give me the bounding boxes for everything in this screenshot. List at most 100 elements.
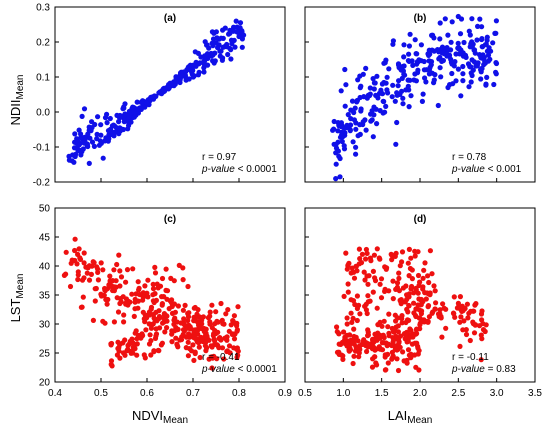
data-point [114, 352, 120, 358]
data-point [148, 352, 154, 358]
data-point [393, 286, 399, 292]
data-point [450, 81, 456, 87]
data-point [186, 331, 192, 337]
data-point [395, 83, 401, 89]
data-point [407, 31, 413, 37]
data-point [67, 283, 74, 290]
data-point [341, 340, 347, 346]
data-point [473, 301, 479, 307]
data-point [181, 321, 187, 327]
data-point [231, 313, 237, 319]
data-point [159, 275, 166, 282]
data-point [206, 337, 212, 343]
data-point [121, 319, 127, 325]
data-point [117, 268, 123, 274]
data-point [476, 323, 483, 329]
data-point [108, 361, 114, 367]
plot-frame [54, 207, 286, 383]
data-point [393, 141, 399, 147]
data-point [425, 273, 431, 279]
data-point [367, 85, 373, 91]
data-point [374, 73, 380, 79]
data-point [351, 109, 357, 116]
data-point [356, 246, 362, 252]
data-point [400, 285, 406, 291]
data-point [70, 152, 76, 158]
data-point [331, 141, 337, 147]
data-point [467, 337, 473, 344]
data-point [390, 278, 396, 284]
data-point [132, 306, 138, 312]
data-point [206, 45, 212, 51]
data-point [455, 66, 461, 72]
data-point [437, 36, 443, 42]
data-point [180, 307, 186, 313]
data-point [185, 353, 191, 359]
data-point [396, 62, 402, 68]
data-point [221, 356, 227, 362]
data-point [336, 330, 342, 337]
data-point [483, 322, 489, 328]
plot-frame [54, 6, 286, 183]
data-point [175, 303, 181, 309]
y-tick-label: 45 [39, 233, 51, 244]
data-point [438, 74, 444, 80]
data-point [374, 305, 380, 311]
data-point [406, 43, 412, 49]
data-point [63, 271, 69, 277]
data-point [111, 267, 117, 273]
data-point [195, 50, 201, 57]
data-point [95, 266, 101, 272]
data-point [405, 338, 411, 344]
data-point [108, 342, 114, 348]
data-point [345, 289, 351, 295]
data-point [331, 118, 337, 125]
data-point [468, 41, 474, 47]
data-point [410, 62, 416, 68]
data-point [341, 146, 348, 152]
data-point [125, 342, 131, 349]
data-point [94, 131, 100, 137]
data-point [458, 93, 464, 99]
y-tick-label: 0.2 [36, 38, 50, 49]
data-point [366, 273, 372, 279]
data-point [363, 127, 369, 133]
data-point [133, 291, 139, 297]
data-point [210, 51, 216, 57]
data-point [218, 35, 224, 41]
data-point [401, 42, 407, 48]
data-point [395, 329, 401, 335]
data-point [409, 341, 415, 347]
data-point [413, 327, 420, 333]
data-point [390, 353, 396, 359]
data-point [100, 267, 106, 273]
data-point [164, 288, 171, 294]
data-point [468, 79, 474, 85]
data-point [146, 309, 152, 315]
data-point [405, 347, 412, 353]
data-point [429, 271, 435, 277]
data-point [423, 67, 429, 73]
data-point [418, 42, 424, 48]
data-point [382, 109, 388, 115]
data-point [220, 44, 226, 50]
data-point [377, 108, 383, 114]
data-point [116, 252, 122, 258]
data-point [408, 327, 414, 333]
data-point [407, 77, 413, 83]
data-point [135, 298, 141, 304]
data-point [109, 129, 115, 135]
data-point [432, 288, 438, 294]
data-point [204, 51, 211, 57]
data-point [351, 326, 357, 332]
data-point [159, 301, 165, 307]
data-point [365, 293, 371, 299]
data-point [239, 44, 245, 50]
data-point [164, 296, 170, 302]
data-point [362, 277, 368, 283]
data-point [130, 266, 136, 272]
data-point [191, 357, 197, 363]
data-point [400, 95, 406, 101]
data-point [405, 260, 411, 266]
data-point [181, 328, 188, 334]
